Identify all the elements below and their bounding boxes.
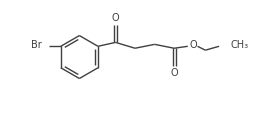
Text: O: O xyxy=(190,40,198,50)
Text: O: O xyxy=(112,13,119,23)
Text: CH₃: CH₃ xyxy=(231,40,249,50)
Text: O: O xyxy=(170,68,178,78)
Text: Br: Br xyxy=(31,40,42,50)
